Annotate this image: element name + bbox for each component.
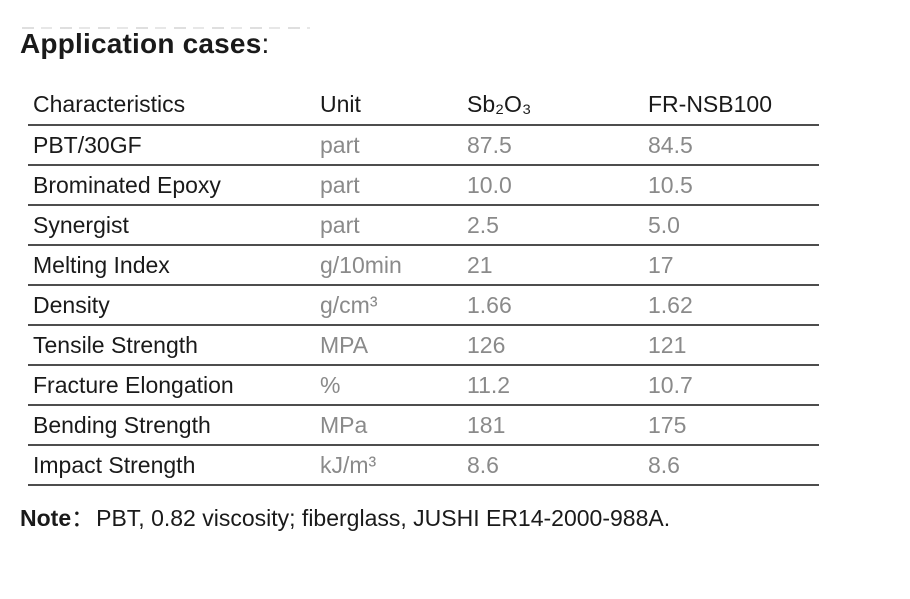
row-value-frnsb100: 175 (648, 411, 687, 438)
col-header-unit: Unit (320, 91, 361, 117)
row-value-sb2o3: 21 (467, 251, 493, 278)
row-characteristic: Bending Strength (33, 411, 211, 438)
row-value-frnsb100: 8.6 (648, 451, 680, 478)
row-value-sb2o3: 2.5 (467, 211, 499, 238)
page-title-text: Application cases (20, 28, 262, 59)
row-unit: MPA (320, 331, 369, 358)
row-characteristic: Brominated Epoxy (33, 171, 221, 198)
row-characteristic: Synergist (33, 211, 129, 238)
row-value-frnsb100: 10.7 (648, 371, 693, 398)
row-unit: % (320, 371, 341, 398)
table-header-row: Characteristics Unit Sb₂O₃ FR-NSB100 (28, 85, 819, 126)
row-value-sb2o3: 10.0 (467, 171, 512, 198)
col-header-frnsb100: FR-NSB100 (648, 91, 772, 117)
table-row: Impact Strength kJ/m³ 8.6 8.6 (28, 446, 819, 486)
row-unit: g/10min (320, 251, 402, 278)
table-row: Bending Strength MPa 181 175 (28, 406, 819, 446)
row-unit: g/cm³ (320, 291, 378, 318)
row-characteristic: Fracture Elongation (33, 371, 234, 398)
note: Note：PBT, 0.82 viscosity; fiberglass, JU… (20, 504, 910, 532)
row-value-frnsb100: 10.5 (648, 171, 693, 198)
table-row: Density g/cm³ 1.66 1.62 (28, 286, 819, 326)
row-unit: part (320, 171, 360, 198)
note-colon: ： (71, 505, 95, 531)
row-unit: part (320, 211, 360, 238)
row-unit: part (320, 131, 360, 158)
row-unit: MPa (320, 411, 368, 438)
row-value-sb2o3: 87.5 (467, 131, 512, 158)
row-value-sb2o3: 1.66 (467, 291, 512, 318)
row-characteristic: Density (33, 291, 110, 318)
row-value-sb2o3: 126 (467, 331, 506, 358)
application-cases-table: Characteristics Unit Sb₂O₃ FR-NSB100 PBT… (28, 85, 819, 486)
row-value-sb2o3: 181 (467, 411, 506, 438)
table-row: PBT/30GF part 87.5 84.5 (28, 126, 819, 166)
row-value-frnsb100: 84.5 (648, 131, 693, 158)
page-title-colon: : (261, 28, 270, 59)
row-characteristic: Impact Strength (33, 451, 196, 478)
page-title: Application cases: (20, 27, 910, 60)
note-label: Note (20, 505, 72, 531)
row-characteristic: PBT/30GF (33, 131, 142, 158)
row-value-frnsb100: 5.0 (648, 211, 680, 238)
row-characteristic: Tensile Strength (33, 331, 198, 358)
note-text: PBT, 0.82 viscosity; fiberglass, JUSHI E… (96, 505, 671, 531)
row-value-frnsb100: 17 (648, 251, 674, 278)
row-unit: kJ/m³ (320, 451, 377, 478)
col-header-sb2o3: Sb₂O₃ (467, 91, 532, 117)
row-value-sb2o3: 8.6 (467, 451, 499, 478)
row-value-frnsb100: 121 (648, 331, 687, 358)
row-value-sb2o3: 11.2 (467, 371, 511, 398)
document-page: Application cases: Characteristics Unit … (0, 27, 910, 599)
row-characteristic: Melting Index (33, 251, 170, 278)
cropped-text-remnant (22, 27, 310, 29)
table-row: Fracture Elongation % 11.2 10.7 (28, 366, 819, 406)
table-row: Synergist part 2.5 5.0 (28, 206, 819, 246)
table-row: Tensile Strength MPA 126 121 (28, 326, 819, 366)
table-row: Brominated Epoxy part 10.0 10.5 (28, 166, 819, 206)
table-row: Melting Index g/10min 21 17 (28, 246, 819, 286)
col-header-characteristics: Characteristics (33, 91, 186, 117)
row-value-frnsb100: 1.62 (648, 291, 693, 318)
